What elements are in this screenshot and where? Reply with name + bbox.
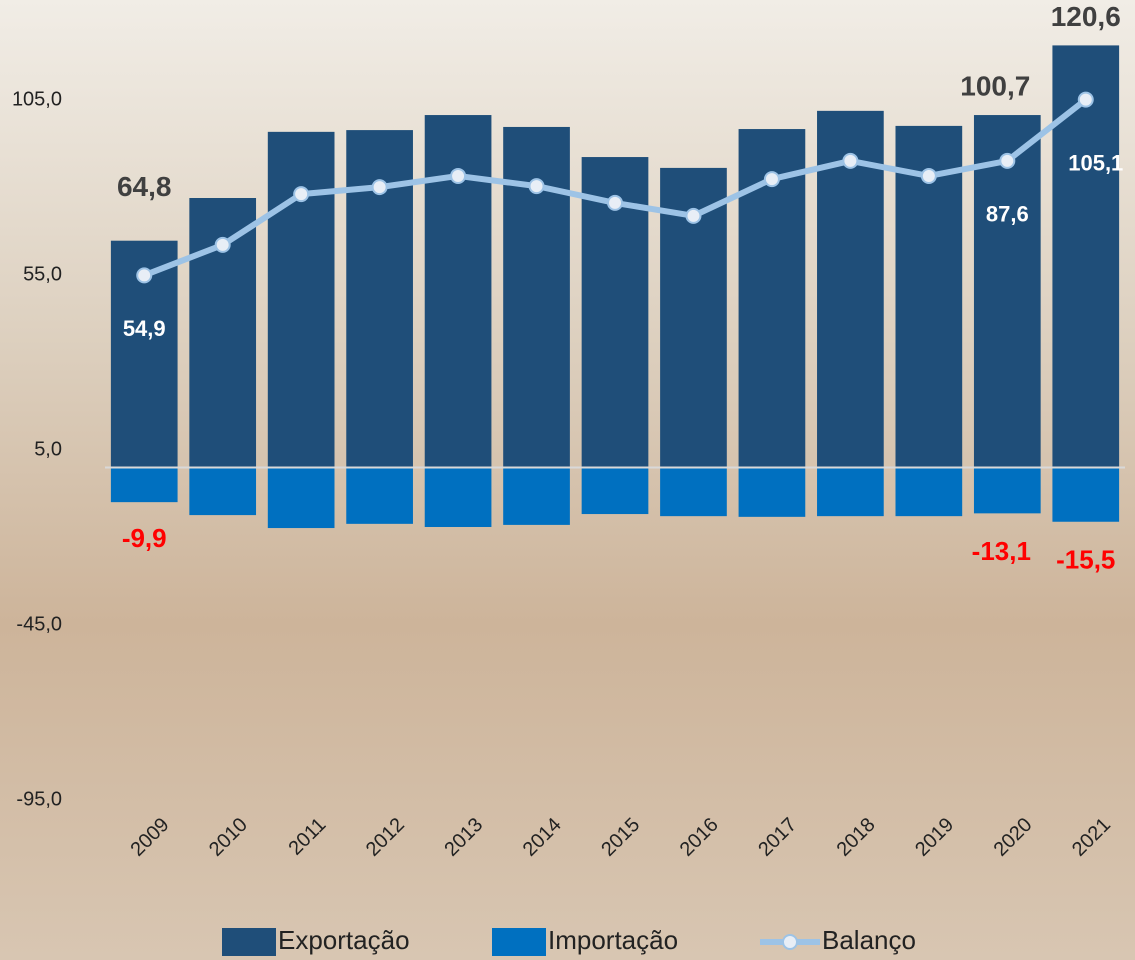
bar — [346, 467, 413, 524]
bar — [503, 467, 570, 525]
data-label: 120,6 — [1051, 1, 1121, 32]
marker — [528, 178, 545, 195]
y-tick-label: -95,0 — [16, 788, 62, 810]
bar — [817, 467, 884, 517]
data-label: -13,1 — [972, 536, 1031, 566]
bar — [817, 110, 884, 468]
y-tick-label: 5,0 — [34, 438, 62, 460]
bar — [424, 467, 492, 527]
marker — [920, 167, 937, 184]
data-label: 100,7 — [960, 70, 1030, 101]
legend-label: Exportação — [278, 925, 410, 955]
marker — [685, 207, 702, 224]
bar — [895, 467, 963, 517]
marker — [136, 267, 153, 284]
marker — [763, 171, 780, 188]
bar — [267, 131, 335, 468]
data-label: 64,8 — [117, 171, 172, 202]
bar — [738, 467, 806, 517]
marker — [1077, 91, 1094, 108]
marker — [371, 179, 388, 196]
bar — [1052, 467, 1120, 522]
marker — [999, 152, 1016, 169]
legend-label: Importação — [548, 925, 678, 955]
data-label: -9,9 — [122, 523, 167, 553]
bar — [503, 126, 570, 468]
bar — [660, 467, 727, 517]
legend-label: Balanço — [822, 925, 916, 955]
marker — [842, 152, 859, 169]
marker — [214, 236, 231, 253]
marker — [293, 186, 310, 203]
y-tick-label: 105,0 — [12, 88, 62, 110]
bar — [424, 115, 492, 468]
bar — [110, 467, 178, 503]
data-label: 54,9 — [123, 316, 166, 341]
bar — [1052, 45, 1120, 468]
bar — [189, 467, 257, 516]
marker — [450, 167, 467, 184]
legend-swatch — [492, 928, 546, 956]
y-tick-label: 55,0 — [23, 263, 62, 285]
bar — [973, 115, 1041, 468]
y-tick-label: -45,0 — [16, 613, 62, 635]
marker — [607, 194, 623, 211]
data-label: 105,1 — [1068, 150, 1123, 175]
legend-swatch — [222, 928, 276, 956]
bar — [581, 467, 649, 515]
data-label: 87,6 — [986, 202, 1029, 227]
data-label: -15,5 — [1056, 545, 1115, 575]
bar — [267, 467, 335, 529]
bar — [973, 467, 1041, 514]
legend-swatch — [782, 934, 798, 950]
